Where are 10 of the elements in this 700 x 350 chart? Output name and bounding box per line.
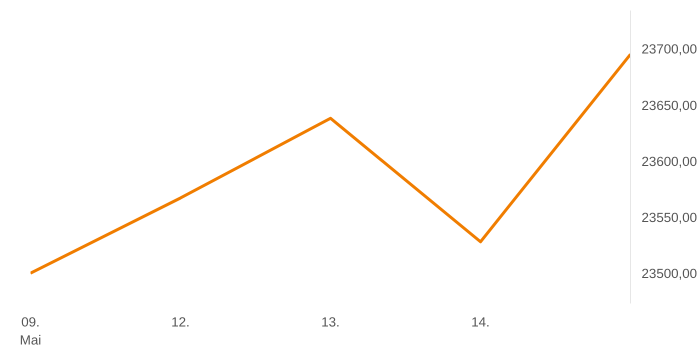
y-tick-label: 23700,00 — [642, 42, 698, 57]
y-tick-label: 23650,00 — [642, 98, 698, 113]
x-tick-label: 12. — [171, 314, 190, 330]
y-tick-label: 23500,00 — [642, 266, 698, 282]
x-tick-label: 09. Mai — [20, 314, 42, 348]
line-series — [30, 52, 630, 275]
y-tick-label: 23600,00 — [642, 154, 698, 169]
x-tick-label: 14. — [471, 314, 490, 330]
y-tick-label: 23550,00 — [642, 210, 698, 226]
x-tick-label: 13. — [321, 314, 340, 330]
